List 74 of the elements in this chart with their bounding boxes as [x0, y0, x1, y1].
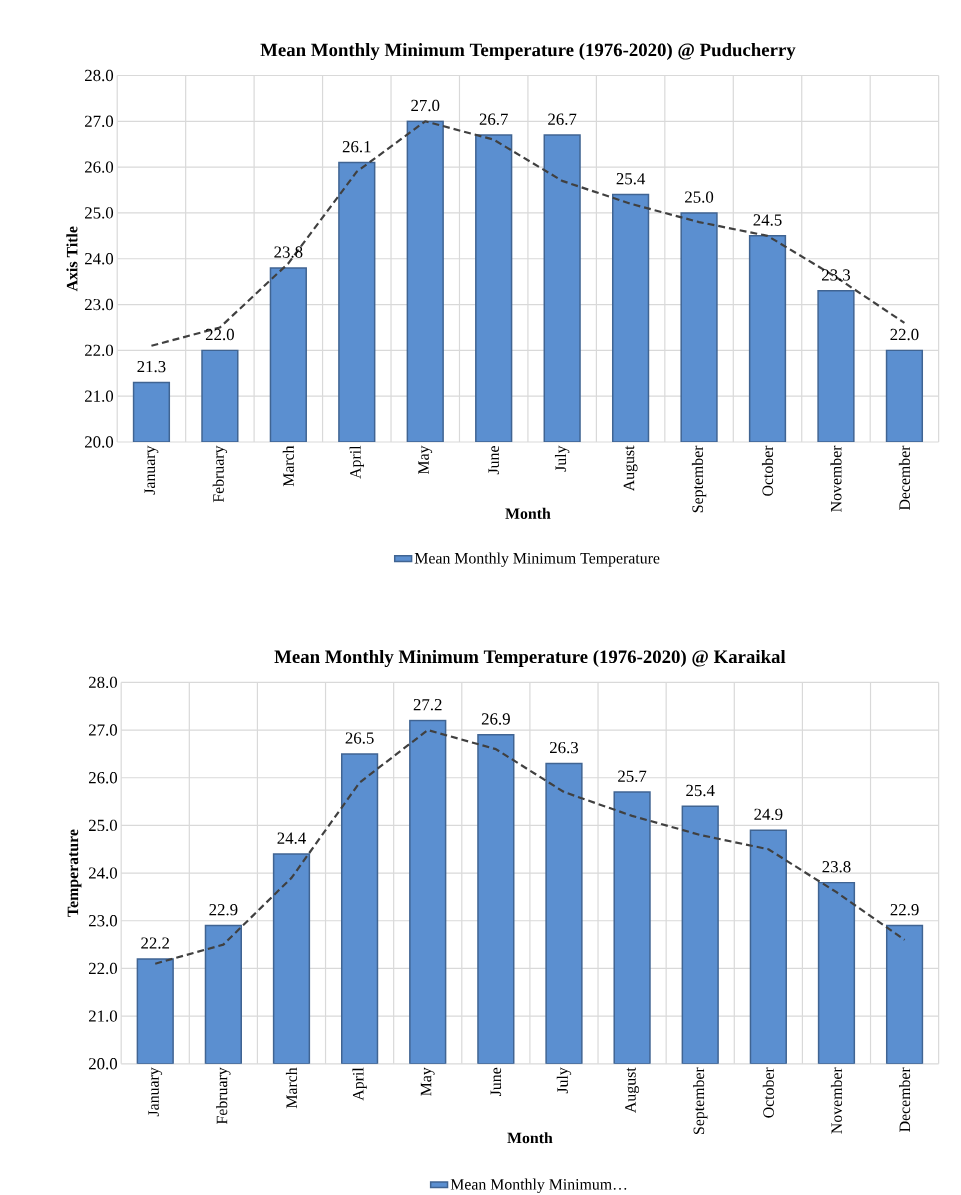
y-tick-label: 20.0	[84, 436, 113, 448]
x-tick-label: October	[761, 445, 773, 496]
y-tick-label: 27.0	[84, 115, 113, 128]
x-tick-label: April	[352, 1067, 367, 1101]
data-label: 26.1	[342, 141, 371, 153]
x-tick-label: July	[556, 1067, 571, 1094]
y-tick-label: 24.0	[84, 253, 113, 265]
x-tick-label: November	[830, 445, 842, 512]
data-label: 23.8	[274, 246, 303, 258]
data-label: 22.0	[205, 328, 234, 341]
x-tick-label: April	[349, 445, 364, 479]
data-label: 25.0	[684, 191, 713, 203]
data-label: 26.7	[479, 113, 508, 125]
data-label: 24.9	[754, 808, 783, 821]
data-label: 22.9	[890, 904, 919, 916]
x-tick-label: February	[215, 1067, 231, 1124]
y-tick-label: 27.0	[88, 724, 117, 736]
x-tick-label: March	[282, 445, 294, 487]
data-label: 26.3	[549, 741, 578, 754]
y-tick-label: 23.0	[84, 298, 113, 311]
x-axis-title: Month	[507, 1132, 553, 1144]
data-label: 27.0	[411, 99, 440, 112]
data-label: 22.9	[209, 904, 238, 916]
legend-label: Mean Monthly Minimum…	[450, 1178, 627, 1193]
x-tick-label: June	[490, 1067, 501, 1096]
x-tick-label: May	[420, 1067, 435, 1096]
x-tick-label: July	[554, 445, 570, 472]
y-tick-label: 25.0	[84, 207, 113, 219]
x-tick-label: December	[898, 1067, 910, 1132]
x-tick-label: October	[762, 1067, 774, 1118]
data-label: 23.3	[821, 269, 850, 281]
y-tick-label: 26.0	[88, 772, 117, 784]
data-label: 25.4	[616, 173, 645, 185]
x-axis-title: Month	[505, 507, 551, 519]
legend-label: Mean Monthly Minimum Temperature	[414, 552, 660, 567]
x-tick-label: August	[624, 1067, 639, 1113]
data-label: 25.7	[617, 770, 647, 782]
y-tick-label: 28.0	[84, 69, 113, 82]
x-tick-label: December	[898, 445, 910, 511]
y-tick-label: 24.0	[88, 867, 117, 879]
x-tick-label: November	[830, 1067, 842, 1134]
data-label: 27.2	[413, 699, 442, 711]
x-tick-label: September	[692, 1067, 708, 1134]
y-tick-label: 23.0	[88, 915, 117, 927]
y-tick-label: 28.0	[88, 676, 117, 689]
x-tick-label: August	[623, 445, 638, 492]
x-tick-label: September	[691, 445, 706, 513]
x-tick-label: June	[488, 446, 499, 475]
y-axis-title: Axis Title	[66, 226, 78, 292]
data-label: 22.0	[890, 328, 919, 341]
y-tick-label: 21.0	[88, 1010, 117, 1022]
y-tick-label: 26.0	[84, 161, 113, 173]
x-tick-label: March	[285, 1067, 297, 1109]
chart-title: Mean Monthly Minimum Temperature (1976-2020) @ Puducherry	[260, 43, 796, 61]
y-tick-label: 25.0	[88, 819, 117, 832]
y-tick-label: 22.0	[88, 962, 117, 975]
data-label: 25.4	[686, 784, 715, 797]
data-label: 24.4	[277, 832, 306, 844]
data-label: 26.7	[547, 113, 577, 125]
y-axis-title: Temperature	[67, 829, 82, 917]
y-tick-label: 22.0	[84, 344, 113, 357]
y-tick-label: 20.0	[88, 1058, 117, 1070]
y-tick-label: 21.0	[84, 390, 113, 402]
x-tick-label: January	[144, 445, 159, 495]
x-tick-label: May	[418, 445, 432, 475]
data-label: 23.8	[822, 861, 851, 873]
data-label: 26.9	[481, 713, 510, 725]
x-tick-label: February	[212, 445, 227, 503]
data-label: 21.3	[137, 360, 166, 373]
x-tick-label: January	[148, 1067, 162, 1117]
data-label: 24.5	[753, 214, 782, 226]
chart-title: Mean Monthly Minimum Temperature (1976-2020) @ Karaikal	[274, 649, 786, 667]
data-label: 22.2	[141, 937, 169, 949]
data-label: 26.5	[345, 732, 374, 744]
